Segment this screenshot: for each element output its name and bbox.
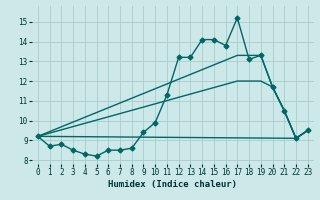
X-axis label: Humidex (Indice chaleur): Humidex (Indice chaleur) [108,180,237,189]
